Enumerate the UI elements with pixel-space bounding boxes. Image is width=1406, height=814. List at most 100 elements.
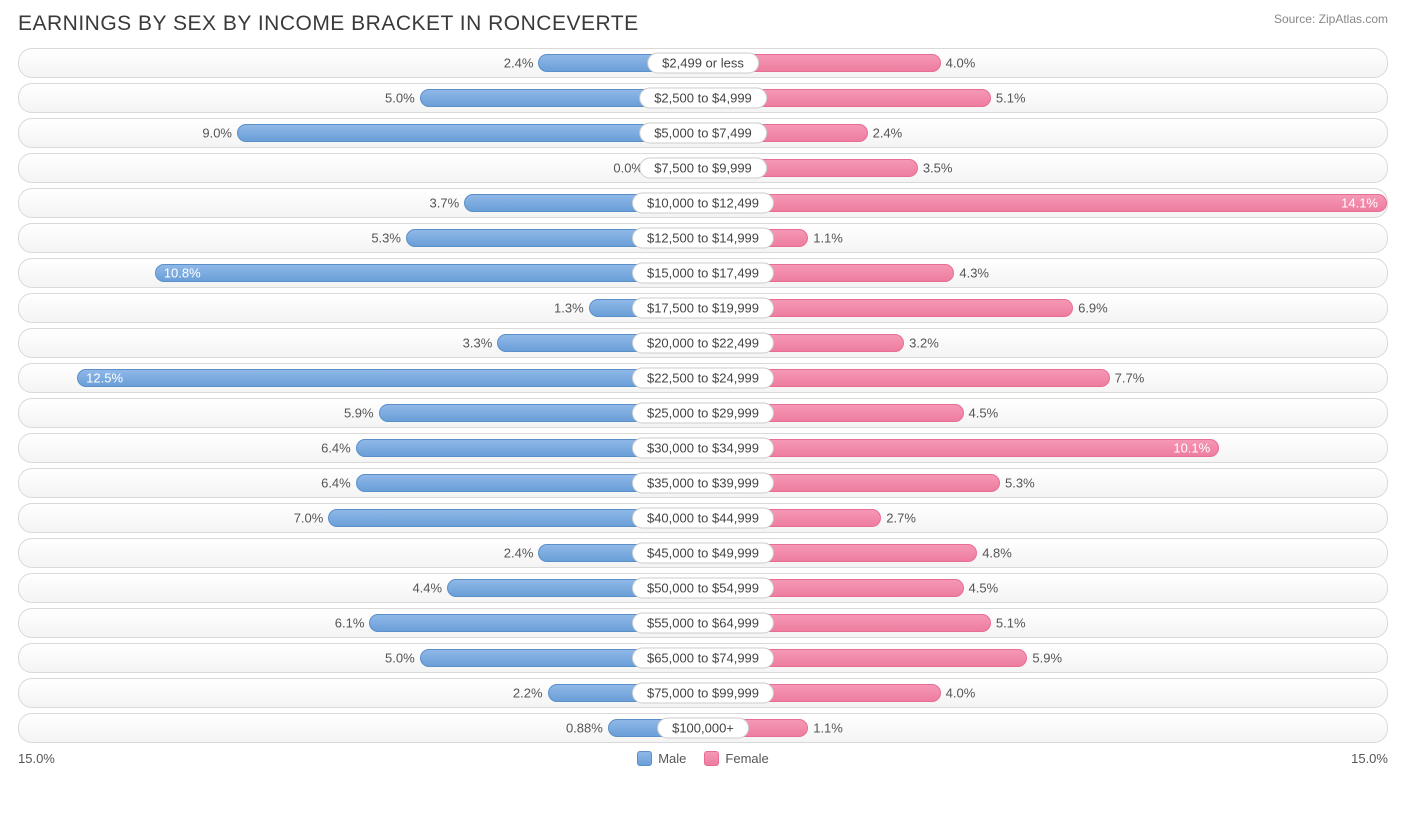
male-bar: 10.8% (155, 264, 703, 282)
female-bar: 10.1% (703, 439, 1219, 457)
chart-row: 2.4% 4.8%$45,000 to $49,999 (18, 538, 1388, 568)
category-label: $17,500 to $19,999 (632, 298, 774, 319)
male-value-label: 3.7% (430, 196, 466, 211)
female-value-label: 5.3% (999, 476, 1035, 491)
male-value-label: 5.0% (385, 651, 421, 666)
chart-row: 6.4%10.1%$30,000 to $34,999 (18, 433, 1388, 463)
male-swatch-icon (637, 751, 652, 766)
female-value-label: 4.0% (940, 686, 976, 701)
female-half: 3.5% (703, 154, 1387, 182)
chart-row: 2.2% 4.0% $75,000 to $99,999 (18, 678, 1388, 708)
male-half: 2.4% (19, 49, 703, 77)
male-half: 5.3% (19, 224, 703, 252)
female-swatch-icon (704, 751, 719, 766)
female-value-label: 7.7% (1109, 371, 1145, 386)
male-value-label: 0.88% (566, 721, 609, 736)
female-value-label: 5.9% (1026, 651, 1062, 666)
female-value-label: 10.1% (1173, 441, 1210, 456)
female-value-label: 4.0% (940, 56, 976, 71)
legend-male-label: Male (658, 751, 686, 766)
female-value-label: 4.3% (953, 266, 989, 281)
female-value-label: 5.1% (990, 616, 1026, 631)
female-half: 5.1% (703, 609, 1387, 637)
legend-female-label: Female (725, 751, 768, 766)
category-label: $2,499 or less (647, 53, 759, 74)
category-label: $75,000 to $99,999 (632, 683, 774, 704)
female-bar: 14.1% (688, 194, 1387, 212)
axis-left-max: 15.0% (18, 751, 55, 766)
male-value-label: 6.4% (321, 476, 357, 491)
female-half: 3.2% (703, 329, 1387, 357)
male-half: 6.4% (19, 469, 703, 497)
category-label: $20,000 to $22,499 (632, 333, 774, 354)
female-half: 1.1% (703, 224, 1387, 252)
male-value-label: 2.2% (513, 686, 549, 701)
category-label: $50,000 to $54,999 (632, 578, 774, 599)
category-label: $2,500 to $4,999 (639, 88, 767, 109)
male-value-label: 7.0% (294, 511, 330, 526)
category-label: $45,000 to $49,999 (632, 543, 774, 564)
female-half: 10.1% (703, 434, 1387, 462)
male-value-label: 5.3% (371, 231, 407, 246)
male-half: 5.0% (19, 84, 703, 112)
category-label: $40,000 to $44,999 (632, 508, 774, 529)
female-half: 14.1% (688, 189, 1387, 217)
female-half: 4.0% (703, 679, 1387, 707)
category-label: $7,500 to $9,999 (639, 158, 767, 179)
female-half: 2.7% (703, 504, 1387, 532)
female-half: 5.9% (703, 644, 1387, 672)
male-half: 7.0% (19, 504, 703, 532)
male-bar: 12.5% (77, 369, 703, 387)
female-half: 5.3% (703, 469, 1387, 497)
chart-row: 5.0%5.1%$2,500 to $4,999 (18, 83, 1388, 113)
male-half: 6.1% (19, 609, 703, 637)
male-half: 5.9% (19, 399, 703, 427)
male-half: 12.5% (19, 364, 703, 392)
chart-row: 1.3%6.9%$17,500 to $19,999 (18, 293, 1388, 323)
male-value-label: 12.5% (86, 371, 123, 386)
female-half: 7.7% (703, 364, 1387, 392)
female-value-label: 1.1% (807, 231, 843, 246)
male-half: 2.4% (19, 539, 703, 567)
male-half: 0.0% (19, 154, 703, 182)
female-value-label: 1.1% (807, 721, 843, 736)
category-label: $35,000 to $39,999 (632, 473, 774, 494)
legend-item-male: Male (637, 751, 686, 766)
chart-row: 2.4% 4.0% $2,499 or less (18, 48, 1388, 78)
chart-row: 5.3% 1.1% $12,500 to $14,999 (18, 223, 1388, 253)
category-label: $30,000 to $34,999 (632, 438, 774, 459)
category-label: $65,000 to $74,999 (632, 648, 774, 669)
female-half: 4.0% (703, 49, 1387, 77)
male-half: 9.0% (19, 119, 703, 147)
female-half: 1.1% (703, 714, 1387, 742)
chart-row: 9.0%2.4%$5,000 to $7,499 (18, 118, 1388, 148)
category-label: $12,500 to $14,999 (632, 228, 774, 249)
female-half: 5.1% (703, 84, 1387, 112)
chart-row: 4.4% 4.5%$50,000 to $54,999 (18, 573, 1388, 603)
axis-right-max: 15.0% (1351, 751, 1388, 766)
male-half: 3.7% (19, 189, 688, 217)
female-half: 4.3% (703, 259, 1387, 287)
male-half: 1.3% (19, 294, 703, 322)
chart-row: 6.4% 5.3% $35,000 to $39,999 (18, 468, 1388, 498)
male-value-label: 6.1% (335, 616, 371, 631)
male-half: 5.0% (19, 644, 703, 672)
male-value-label: 2.4% (504, 546, 540, 561)
category-label: $100,000+ (657, 718, 749, 739)
chart-row: 6.1%5.1%$55,000 to $64,999 (18, 608, 1388, 638)
male-value-label: 4.4% (412, 581, 448, 596)
female-half: 4.5% (703, 574, 1387, 602)
chart-footer: 15.0% Male Female 15.0% (18, 751, 1388, 766)
female-half: 4.8% (703, 539, 1387, 567)
category-label: $5,000 to $7,499 (639, 123, 767, 144)
male-half: 4.4% (19, 574, 703, 602)
category-label: $10,000 to $12,499 (632, 193, 774, 214)
female-value-label: 3.5% (917, 161, 953, 176)
male-value-label: 2.4% (504, 56, 540, 71)
male-value-label: 3.3% (463, 336, 499, 351)
male-half: 10.8% (19, 259, 703, 287)
chart-row: 3.3% 3.2%$20,000 to $22,499 (18, 328, 1388, 358)
legend: Male Female (637, 751, 769, 766)
male-half: 3.3% (19, 329, 703, 357)
female-value-label: 14.1% (1341, 196, 1378, 211)
